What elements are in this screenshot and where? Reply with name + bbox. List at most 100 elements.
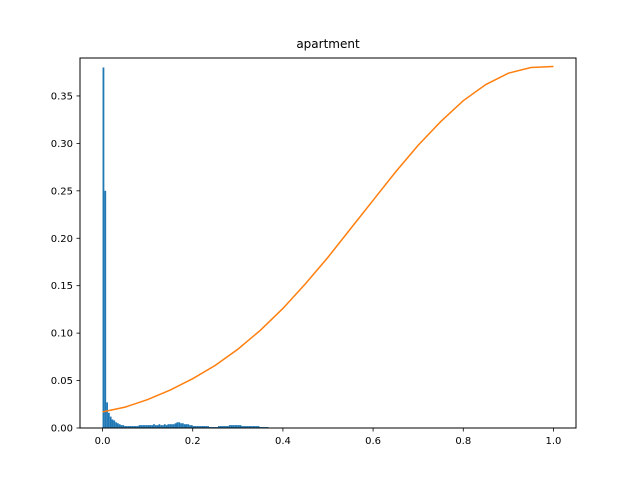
histogram-bar xyxy=(122,425,125,428)
histogram-bar xyxy=(185,424,188,428)
histogram-bar xyxy=(248,426,251,428)
histogram-bar xyxy=(205,426,208,428)
histogram-bar xyxy=(131,426,134,428)
histogram-bar xyxy=(163,424,166,428)
histogram-bar xyxy=(243,426,246,428)
histogram-bar xyxy=(237,425,240,428)
histogram-bar xyxy=(254,426,256,428)
histogram-bar xyxy=(172,424,175,428)
y-tick-label: 0.30 xyxy=(51,139,73,150)
histogram-bar xyxy=(252,426,255,428)
histogram-bar xyxy=(156,425,159,428)
histogram-bar xyxy=(192,426,195,428)
histogram-bar xyxy=(241,426,244,428)
x-tick-label: 0.0 xyxy=(95,436,111,447)
histogram-bar xyxy=(228,425,231,428)
histogram-bar xyxy=(181,423,184,428)
histogram-bar xyxy=(178,422,181,428)
histogram-bar xyxy=(189,425,191,428)
y-axis: 0.00 0.05 0.10 0.15 0.20 0.25 0.30 0.35 xyxy=(51,91,80,435)
histogram-bar xyxy=(120,425,123,428)
histogram-bar xyxy=(201,426,204,428)
histogram-bar xyxy=(153,424,155,428)
histogram-bar xyxy=(165,425,168,428)
histogram-bar xyxy=(160,425,163,428)
y-tick-label: 0.15 xyxy=(51,281,73,292)
histogram-bar xyxy=(207,426,209,428)
histogram-bar xyxy=(174,423,177,428)
x-tick-label: 0.2 xyxy=(185,436,201,447)
histogram-bar xyxy=(158,424,161,428)
y-tick-label: 0.10 xyxy=(51,329,73,340)
x-axis: 0.0 0.2 0.4 0.6 0.8 1.0 xyxy=(95,428,562,447)
histogram-bar xyxy=(133,426,136,428)
histogram-bar xyxy=(154,425,157,428)
histogram-bar xyxy=(196,426,199,428)
x-tick-label: 0.4 xyxy=(275,436,291,447)
histogram-bar xyxy=(199,426,202,428)
histogram-bar xyxy=(113,420,116,428)
histogram-bar xyxy=(142,425,145,428)
histogram-bar xyxy=(219,426,222,428)
histogram-bar xyxy=(239,425,242,428)
y-tick-label: 0.20 xyxy=(51,234,73,245)
histogram-bar xyxy=(118,424,121,428)
histogram-bar xyxy=(115,422,117,428)
histogram-bar xyxy=(107,412,110,428)
histogram-bar xyxy=(169,424,172,428)
histogram-bars xyxy=(102,67,269,429)
histogram-bar xyxy=(151,425,154,428)
histogram-bar xyxy=(187,424,190,428)
histogram-bar xyxy=(190,425,193,428)
histogram-bar xyxy=(124,426,126,428)
histogram-bar xyxy=(167,424,170,428)
histogram-bar xyxy=(135,426,137,428)
x-tick-label: 0.8 xyxy=(455,436,471,447)
histogram-bar xyxy=(236,425,238,428)
histogram-bar xyxy=(138,425,141,428)
histogram-bar xyxy=(102,67,105,429)
histogram-bar xyxy=(227,426,229,428)
chart-title: apartment xyxy=(296,37,360,51)
y-tick-label: 0.00 xyxy=(51,424,73,435)
histogram-bar xyxy=(221,426,224,428)
histogram-bar xyxy=(245,426,247,428)
histogram-bar xyxy=(125,426,128,428)
histogram-bar xyxy=(145,425,148,428)
histogram-bar xyxy=(171,424,173,428)
x-tick-label: 0.6 xyxy=(365,436,381,447)
histogram-bar xyxy=(203,426,206,428)
histogram-bar xyxy=(116,423,119,428)
histogram-bar xyxy=(162,425,164,428)
y-tick-label: 0.25 xyxy=(51,186,73,197)
histogram-bar xyxy=(136,426,139,428)
histogram-bar xyxy=(225,426,227,428)
plot-frame xyxy=(79,57,577,429)
histogram-bar xyxy=(140,425,143,428)
curve-line xyxy=(102,65,554,413)
histogram-bar xyxy=(129,426,132,428)
histogram-bar xyxy=(176,422,179,428)
histogram-bar xyxy=(255,426,258,428)
curve-series xyxy=(102,65,554,413)
histogram-bar xyxy=(183,424,186,428)
histogram-bar xyxy=(149,425,152,428)
histogram-bar xyxy=(144,425,146,428)
histogram-bar xyxy=(147,425,150,428)
histogram-bar xyxy=(194,426,197,428)
y-tick-label: 0.35 xyxy=(51,91,73,102)
histogram-bar xyxy=(250,426,253,428)
histogram-bar xyxy=(223,426,226,428)
histogram-bar xyxy=(111,419,114,428)
histogram-bar xyxy=(246,426,249,428)
histogram-bar xyxy=(127,426,130,428)
histogram-bar xyxy=(234,425,237,428)
histogram-bar xyxy=(180,423,182,428)
x-tick-label: 1.0 xyxy=(546,436,562,447)
histogram-bar xyxy=(230,425,233,428)
histogram-bar xyxy=(217,426,220,428)
histogram-bar xyxy=(232,425,235,428)
histogram-bar xyxy=(106,402,108,428)
y-tick-label: 0.05 xyxy=(51,376,73,387)
